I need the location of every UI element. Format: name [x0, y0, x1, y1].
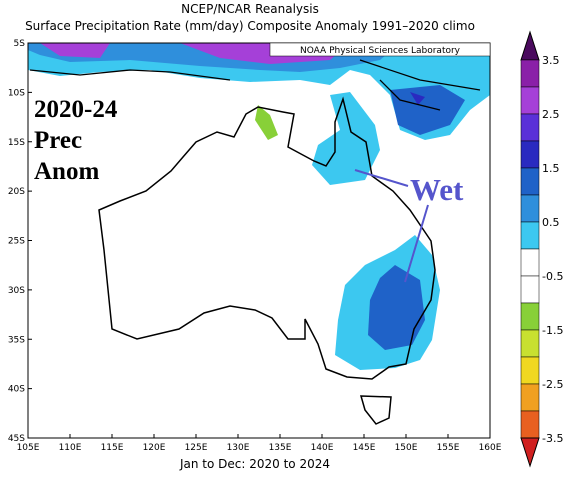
coastline: [29, 59, 481, 111]
annotation: 2020-24 Prec Anom: [34, 96, 118, 185]
lat-label: 40S: [8, 385, 25, 395]
map-area: NOAA Physical Sciences Laboratory Wet: [27, 42, 491, 439]
annotation-line: 2020-24: [34, 96, 118, 123]
colorbar-band: [520, 140, 540, 169]
wet-band: [410, 92, 425, 105]
annotation-line: Prec: [34, 127, 82, 154]
colorbar-band: [520, 356, 540, 385]
lon-label: 140E: [311, 443, 334, 453]
lat-label: 5S: [14, 39, 26, 49]
callout-arrow: [354, 169, 409, 187]
colorbar-band: [520, 86, 540, 115]
colorbar-band: [520, 59, 540, 88]
colorbar-arrow: [520, 437, 540, 468]
lat-label: 20S: [8, 187, 25, 197]
title: NCEP/NCAR Reanalysis: [181, 2, 319, 16]
lon-label: 135E: [269, 443, 292, 453]
colorbar-label: 1.5: [542, 162, 560, 175]
colorbar-label: -0.5: [542, 270, 563, 283]
lon-label: 150E: [395, 443, 418, 453]
colorbar-label: 3.5: [542, 54, 560, 67]
lat-label: 45S: [8, 434, 25, 444]
colorbar-band: [520, 194, 540, 223]
lon-label: 110E: [59, 443, 82, 453]
colorbar-label: -2.5: [542, 378, 563, 391]
lon-label: 120E: [143, 443, 166, 453]
colorbar-band: [520, 248, 540, 277]
credit-box: [269, 42, 491, 57]
colorbar-band: [520, 383, 540, 412]
colorbar-band: [520, 302, 540, 331]
lon-label: 160E: [479, 443, 502, 453]
coastline: [98, 96, 436, 380]
credit: NOAA Physical Sciences Laboratory: [300, 46, 461, 56]
lat-label: 10S: [8, 88, 25, 98]
lon-label: 105E: [17, 443, 40, 453]
lon-label: 125E: [185, 443, 208, 453]
lon-label: 115E: [101, 443, 124, 453]
lat-label: 35S: [8, 335, 25, 345]
lat-label: 30S: [8, 286, 25, 296]
colorbar-label: -1.5: [542, 324, 563, 337]
colorbar-band: [520, 113, 540, 142]
colorbar-label: 0.5: [542, 216, 560, 229]
dry-band: [255, 105, 278, 140]
lon-label: 155E: [437, 443, 460, 453]
annotation-line: Anom: [34, 158, 99, 185]
lon-label: 130E: [227, 443, 250, 453]
colorbar-band: [520, 221, 540, 250]
subtitle: Surface Precipitation Rate (mm/day) Comp…: [25, 19, 475, 33]
wet-band: [28, 43, 490, 140]
colorbar-band: [520, 275, 540, 304]
footer: Jan to Dec: 2020 to 2024: [179, 457, 330, 471]
coastline: [359, 395, 392, 425]
lon-label: 145E: [353, 443, 376, 453]
colorbar-band: [520, 167, 540, 196]
callout-arrow: [404, 204, 429, 283]
lat-label: 15S: [8, 138, 25, 148]
colorbar-band: [520, 410, 540, 439]
wet-band: [390, 85, 465, 135]
wet-band: [368, 265, 425, 350]
colorbar-arrow: [520, 30, 540, 61]
colorbar: 3.5 2.5 1.5 0.5 -0.5 -1.5 -2.5 -3.5: [520, 30, 563, 468]
callout: Wet: [410, 172, 464, 207]
colorbar-label: 2.5: [542, 108, 560, 121]
colorbar-label: -3.5: [542, 432, 563, 445]
colorbar-band: [520, 329, 540, 358]
lat-label: 25S: [8, 237, 25, 247]
